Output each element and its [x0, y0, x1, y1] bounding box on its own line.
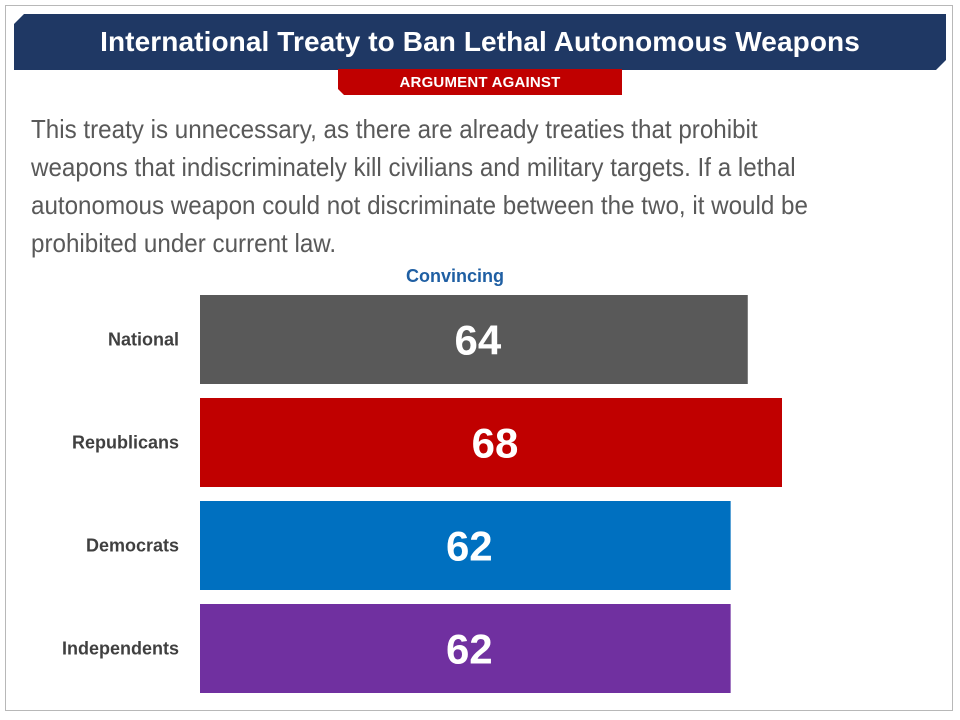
value-label-national: 64 [455, 317, 502, 364]
argument-text: This treaty is unnecessary, as there are… [31, 114, 808, 258]
category-label-republicans: Republicans [72, 433, 179, 453]
bar-independents [200, 604, 731, 693]
category-label-independents: Independents [62, 639, 179, 659]
bar-republicans [200, 398, 782, 487]
category-label-democrats: Democrats [86, 536, 179, 556]
value-label-independents: 62 [446, 626, 493, 673]
value-label-democrats: 62 [446, 523, 493, 570]
value-label-republicans: 68 [472, 420, 519, 467]
argument-tab-label: ARGUMENT AGAINST [399, 73, 561, 91]
bar-democrats [200, 501, 731, 590]
title-banner: International Treaty to Ban Lethal Auton… [14, 14, 946, 70]
column-header: Convincing [406, 266, 504, 286]
category-label-national: National [108, 330, 179, 350]
page-title: International Treaty to Ban Lethal Auton… [100, 26, 860, 57]
bar-national [200, 295, 748, 384]
argument-tab: ARGUMENT AGAINST [338, 69, 622, 95]
